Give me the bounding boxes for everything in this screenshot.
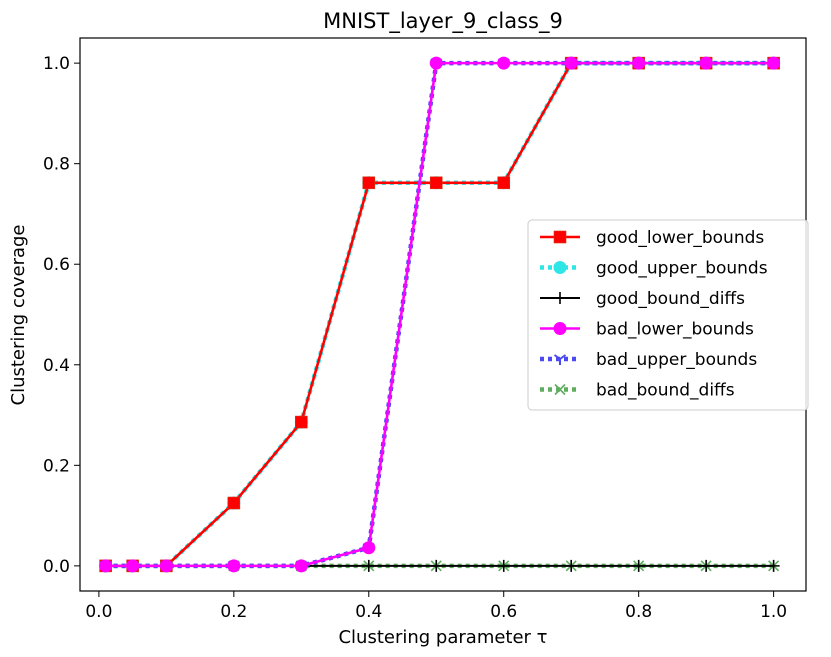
x-tick-label: 0.0 bbox=[85, 602, 112, 622]
legend-item: bad_upper_bounds bbox=[540, 350, 757, 370]
chart-title: MNIST_layer_9_class_9 bbox=[323, 9, 563, 34]
x-tick-label: 1.0 bbox=[760, 602, 787, 622]
series-bad-lower-bounds bbox=[99, 56, 781, 573]
data-point bbox=[699, 56, 713, 70]
data-point bbox=[700, 559, 713, 572]
legend-marker bbox=[553, 322, 567, 335]
legend-label: good_upper_bounds bbox=[596, 259, 768, 279]
x-axis-label: Clustering parameter τ bbox=[338, 627, 547, 648]
x-tick-label: 0.2 bbox=[220, 602, 247, 622]
data-point bbox=[99, 559, 113, 573]
data-point bbox=[767, 559, 780, 572]
x-tick-label: 0.8 bbox=[625, 602, 652, 622]
data-point bbox=[430, 559, 443, 572]
legend: good_lower_bounds good_upper_bounds good_b… bbox=[527, 219, 809, 411]
legend-marker bbox=[554, 383, 566, 396]
data-point bbox=[564, 56, 578, 70]
data-point bbox=[126, 559, 140, 573]
data-point bbox=[497, 559, 510, 572]
data-point bbox=[227, 559, 241, 573]
data-point bbox=[497, 56, 511, 70]
data-point bbox=[497, 176, 511, 190]
y-tick-label: 0.6 bbox=[43, 255, 70, 275]
legend-box bbox=[527, 219, 809, 411]
data-point bbox=[159, 559, 173, 573]
legend-item: good_bound_diffs bbox=[540, 289, 745, 309]
data-point bbox=[362, 176, 376, 190]
legend-marker bbox=[553, 230, 567, 244]
legend-item: bad_bound_diffs bbox=[540, 381, 735, 401]
data-point bbox=[767, 56, 781, 70]
legend-item: bad_lower_bounds bbox=[540, 320, 754, 340]
data-point bbox=[227, 496, 241, 510]
data-point bbox=[294, 559, 308, 573]
data-point bbox=[362, 541, 376, 555]
legend-marker bbox=[553, 354, 567, 365]
legend-item: good_lower_bounds bbox=[540, 228, 764, 248]
legend-label: bad_lower_bounds bbox=[596, 320, 754, 340]
legend-label: bad_bound_diffs bbox=[596, 381, 735, 401]
y-tick-label: 0.2 bbox=[43, 456, 70, 476]
y-axis-label: Clustering coverage bbox=[8, 224, 29, 405]
legend-marker bbox=[554, 292, 566, 304]
data-point bbox=[565, 559, 578, 572]
y-tick-label: 1.0 bbox=[43, 54, 70, 74]
plot-area bbox=[99, 56, 781, 573]
x-tick-label: 0.4 bbox=[355, 602, 382, 622]
data-point bbox=[632, 559, 645, 572]
x-tick-label: 0.6 bbox=[490, 602, 517, 622]
legend-label: bad_upper_bounds bbox=[596, 350, 757, 370]
y-tick-label: 0.4 bbox=[43, 356, 70, 376]
legend-label: good_lower_bounds bbox=[596, 228, 764, 248]
data-point bbox=[632, 56, 646, 70]
axis-ticks: 0.0 0.2 0.4 0.6 0.8 1.0 0.0 0.2 0.4 0.6 0.8 1.0 bbox=[43, 54, 787, 622]
y-tick-label: 0.8 bbox=[43, 155, 70, 175]
data-point bbox=[429, 56, 443, 70]
data-point bbox=[362, 559, 375, 572]
y-tick-label: 0.0 bbox=[43, 557, 70, 577]
data-point bbox=[429, 176, 443, 190]
legend-marker bbox=[553, 261, 567, 274]
data-point bbox=[295, 415, 308, 429]
legend-item: good_upper_bounds bbox=[540, 259, 768, 279]
legend-label: good_bound_diffs bbox=[596, 289, 745, 309]
